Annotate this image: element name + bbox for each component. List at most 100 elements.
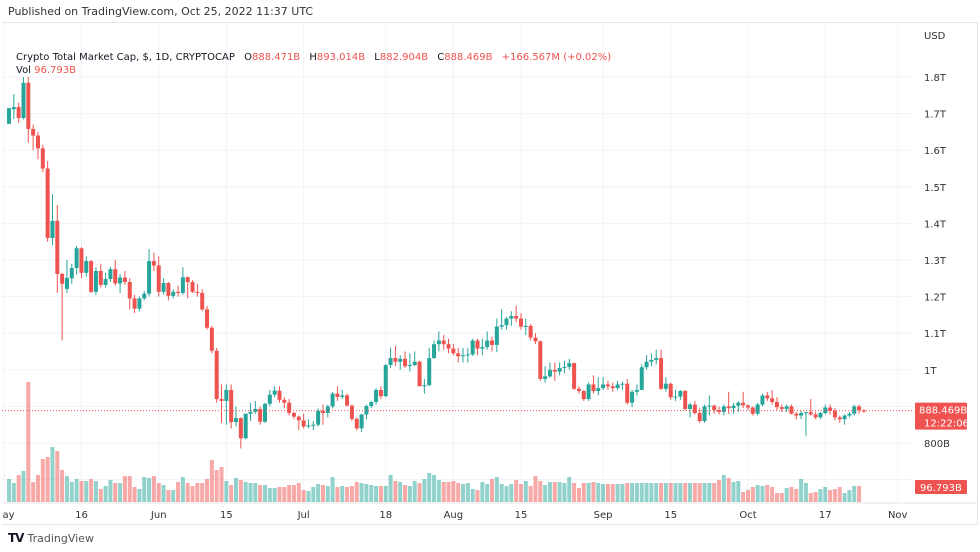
candle-body — [320, 410, 325, 413]
candle-body — [127, 281, 132, 299]
candle-body — [731, 405, 736, 409]
price-tick-label: 1.6T — [924, 146, 947, 157]
candle-body — [755, 404, 760, 414]
close-label: C — [437, 52, 445, 63]
candle-body — [837, 417, 842, 420]
volume-bar — [219, 467, 224, 502]
volume-bar — [774, 493, 779, 502]
volume-bar — [320, 485, 325, 502]
volume-bar — [630, 483, 635, 502]
volume-label[interactable]: Vol — [16, 65, 31, 76]
candle-body — [378, 389, 383, 397]
candle-body — [625, 383, 630, 403]
price-tick-label: 1T — [924, 366, 937, 377]
volume-bar — [639, 483, 644, 502]
volume-bar — [736, 481, 741, 502]
candle-body — [388, 358, 393, 366]
volume-bar — [557, 482, 562, 502]
last-volume-value: 96.793B — [920, 483, 962, 494]
candle-body — [465, 354, 470, 356]
candle-body — [219, 399, 224, 401]
volume-bar — [345, 487, 350, 502]
candle-body — [707, 405, 712, 407]
time-tick-label: 15 — [220, 510, 233, 521]
candle-body — [538, 341, 543, 379]
change-value: +166.567M (+0.02%) — [501, 52, 612, 63]
volume-bar — [436, 480, 441, 502]
candle-body — [262, 403, 267, 422]
volume-bar — [475, 490, 480, 502]
candle-body — [446, 344, 451, 349]
volume-bar — [98, 489, 103, 502]
time-tick-label: Oct — [739, 510, 756, 521]
candle-body — [427, 358, 432, 386]
candle-body — [209, 327, 214, 351]
open-label: O — [244, 52, 252, 63]
published-caption: Published on TradingView.com, Oct 25, 20… — [8, 5, 314, 18]
candle-body — [847, 413, 852, 416]
candle-body — [354, 418, 359, 429]
candle-body — [644, 361, 649, 368]
volume-bar — [823, 487, 828, 502]
volume-bar — [393, 481, 398, 502]
volume-bar — [277, 487, 282, 502]
volume-bar — [272, 488, 277, 502]
candle-body — [451, 348, 456, 354]
candle-body — [412, 361, 417, 366]
candle-body — [31, 128, 36, 136]
candle-body — [857, 406, 862, 411]
candle-body — [296, 416, 301, 421]
volume-bar — [253, 483, 258, 502]
volume-bar — [634, 483, 639, 502]
volume-bar — [16, 475, 21, 502]
high-label: H — [309, 52, 317, 63]
volume-bar — [688, 483, 693, 502]
candle-body — [243, 413, 248, 439]
candle-body — [784, 406, 789, 409]
volume-bar — [697, 483, 702, 502]
volume-bar — [417, 483, 422, 502]
volume-bar — [760, 486, 765, 502]
volume-bar — [64, 476, 69, 502]
volume-bar — [316, 484, 321, 502]
candle-body — [180, 277, 185, 293]
candle-body — [456, 353, 461, 357]
candle-body — [630, 391, 635, 403]
tradingview-logo-icon[interactable]: TV — [8, 531, 25, 545]
volume-bar — [388, 475, 393, 502]
last-price-value: 888.469B — [919, 406, 967, 417]
volume-bar — [122, 476, 127, 502]
symbol-title[interactable]: Crypto Total Market Cap, $, 1D, CRYPTOCA… — [16, 52, 235, 63]
volume-bar — [779, 493, 784, 502]
volume-bar — [765, 485, 770, 502]
candle-body — [21, 82, 26, 118]
candlestick-chart[interactable]: USD 1.8T 1.7T 1.6T 1.5T 1.4T 1.3T 1.2T 1.1T 1T 800… — [2, 23, 977, 524]
chart-frame[interactable]: USD 1.8T 1.7T 1.6T 1.5T 1.4T 1.3T 1.2T 1.1T 1T 800… — [2, 22, 978, 525]
candle-body — [383, 365, 388, 397]
candle-body — [436, 340, 441, 345]
volume-bar — [325, 486, 330, 502]
volume-bar — [499, 484, 504, 502]
volume-bar — [847, 490, 852, 502]
candle-body — [528, 325, 533, 338]
time-tick-label: Aug — [444, 510, 464, 521]
candle-body — [557, 367, 562, 372]
volume-bar — [794, 489, 799, 502]
volume-bar — [349, 486, 354, 502]
candle-body — [504, 318, 509, 326]
candle-body — [663, 383, 668, 389]
volume-bar — [311, 487, 316, 502]
low-value: 882.904B — [379, 52, 429, 63]
candle-body — [509, 315, 514, 319]
candle-body — [185, 277, 190, 282]
candle-body — [499, 325, 504, 327]
last-volume-badge — [915, 480, 967, 494]
candle-body — [272, 390, 277, 395]
volume-bar — [721, 475, 726, 502]
tradingview-logo-text[interactable]: TradingView — [27, 531, 94, 545]
volume-bar — [789, 487, 794, 502]
candle-body — [108, 269, 113, 280]
candle-body — [518, 318, 523, 327]
volume-bar — [166, 490, 171, 502]
volume-bar — [615, 484, 620, 502]
